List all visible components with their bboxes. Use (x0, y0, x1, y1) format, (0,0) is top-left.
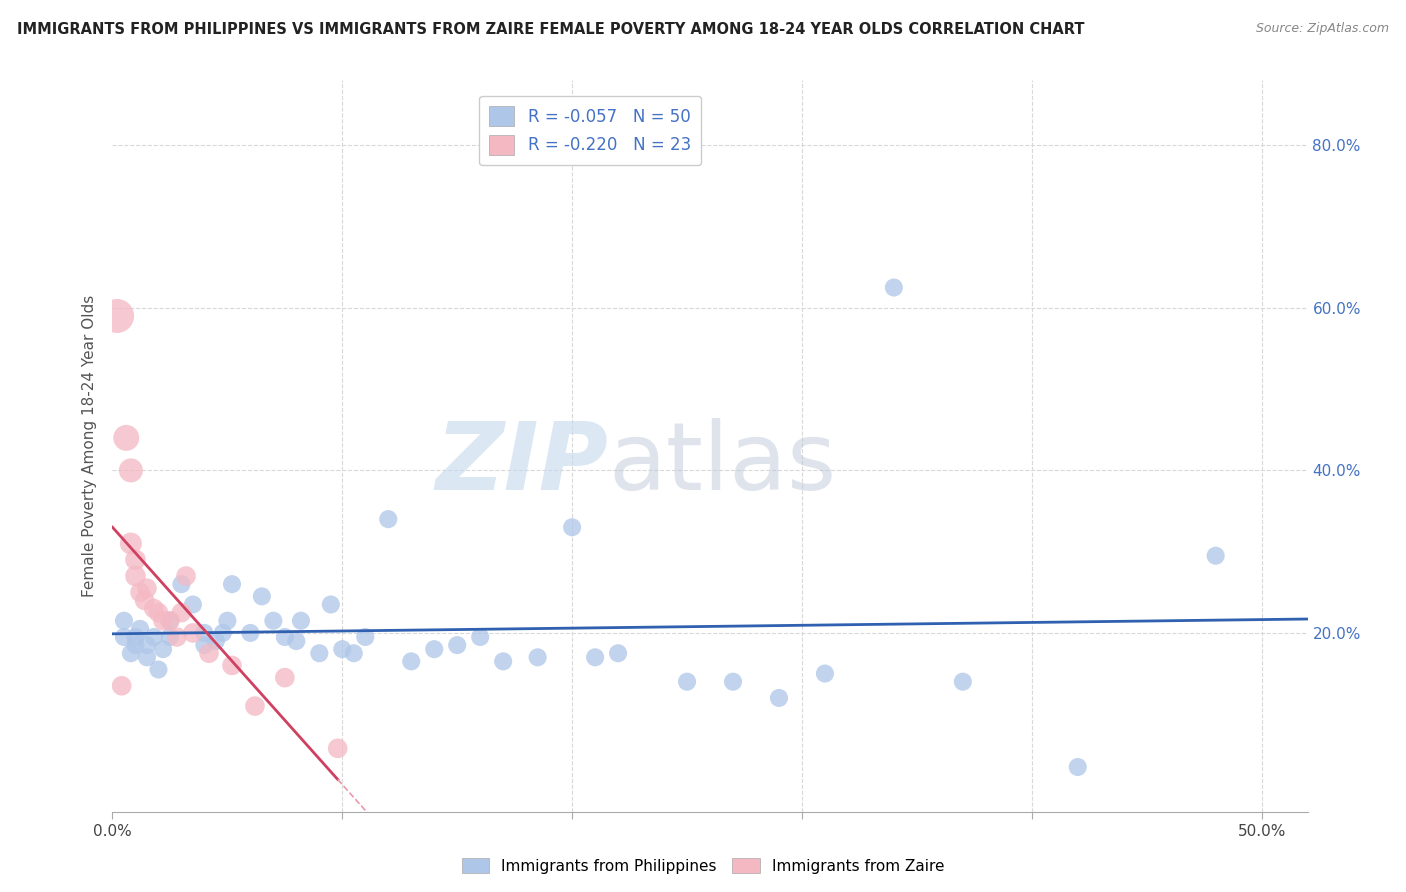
Point (883, 280, 905, 294)
Point (583, 650, 606, 665)
Text: ZIP: ZIP (436, 418, 609, 510)
Point (221, 658, 243, 673)
Point (205, 634, 228, 648)
Point (136, 581, 159, 595)
Point (290, 614, 312, 628)
Point (124, 569, 146, 583)
Point (136, 650, 159, 665)
Point (721, 674, 744, 689)
Point (814, 666, 837, 681)
Point (148, 663, 170, 677)
Point (166, 630, 188, 644)
Point (326, 741, 349, 756)
Point (239, 626, 262, 640)
Point (134, 593, 156, 607)
Point (607, 646, 630, 660)
Point (319, 598, 342, 612)
Point (120, 646, 142, 660)
Point (676, 674, 699, 689)
Point (1205, 549, 1227, 563)
Point (952, 674, 974, 689)
Point (1067, 760, 1090, 774)
Point (492, 654, 515, 668)
Point (198, 646, 221, 660)
Point (243, 699, 266, 714)
Point (274, 630, 297, 644)
Point (124, 630, 146, 644)
Point (401, 654, 423, 668)
Point (561, 520, 583, 534)
Point (129, 622, 152, 636)
Point (124, 553, 146, 567)
Point (159, 614, 181, 628)
Point (174, 569, 197, 583)
Point (152, 642, 174, 657)
Point (354, 630, 377, 644)
Point (330, 642, 353, 657)
Point (105, 309, 128, 323)
Legend: R = -0.057   N = 50, R = -0.220   N = 23: R = -0.057 N = 50, R = -0.220 N = 23 (479, 96, 702, 165)
Point (159, 630, 181, 644)
Point (221, 577, 243, 591)
Point (262, 614, 284, 628)
Text: Source: ZipAtlas.com: Source: ZipAtlas.com (1256, 22, 1389, 36)
Point (193, 638, 215, 652)
Point (181, 626, 204, 640)
Point (111, 679, 134, 693)
Point (377, 512, 399, 526)
Point (120, 536, 142, 550)
Point (181, 598, 204, 612)
Point (112, 614, 135, 628)
Point (308, 646, 330, 660)
Text: IMMIGRANTS FROM PHILIPPINES VS IMMIGRANTS FROM ZAIRE FEMALE POVERTY AMONG 18-24 : IMMIGRANTS FROM PHILIPPINES VS IMMIGRANT… (17, 22, 1084, 37)
Point (526, 650, 548, 665)
Point (124, 638, 146, 652)
Point (470, 630, 492, 644)
Point (211, 626, 233, 640)
Point (768, 690, 790, 705)
Point (148, 606, 170, 620)
Point (274, 671, 297, 685)
Point (170, 606, 193, 620)
Point (285, 634, 308, 648)
Point (159, 614, 181, 628)
Y-axis label: Female Poverty Among 18-24 Year Olds: Female Poverty Among 18-24 Year Olds (82, 295, 97, 597)
Legend: Immigrants from Philippines, Immigrants from Zaire: Immigrants from Philippines, Immigrants … (456, 852, 950, 880)
Point (446, 638, 468, 652)
Point (136, 638, 159, 652)
Point (142, 630, 165, 644)
Point (152, 614, 174, 628)
Point (250, 590, 273, 604)
Text: atlas: atlas (609, 418, 837, 510)
Point (129, 585, 152, 599)
Point (193, 626, 215, 640)
Point (112, 630, 135, 644)
Point (343, 646, 366, 660)
Point (142, 601, 165, 615)
Point (217, 614, 239, 628)
Point (170, 577, 193, 591)
Point (120, 463, 142, 477)
Point (423, 642, 446, 657)
Point (115, 431, 138, 445)
